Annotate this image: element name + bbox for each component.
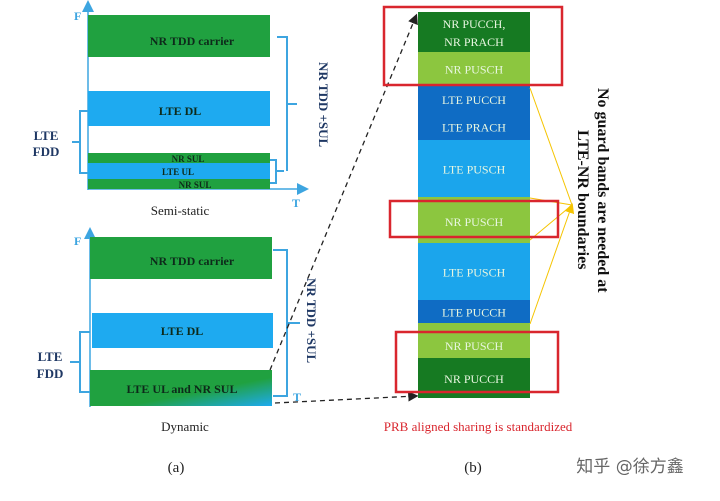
prb-segment-label: NR PUSCH	[445, 63, 504, 77]
t-axis-label: T	[293, 390, 301, 404]
nr-gap-band	[418, 323, 530, 332]
lte-ul-band	[88, 163, 270, 179]
prb-segment-label: NR PUSCH	[445, 339, 504, 353]
dynamic-diagram: F T NR TDD carrier LTE DL LTE UL and NR …	[37, 227, 319, 434]
lte-fdd-label: LTE	[38, 349, 63, 364]
prb-column: NR PUCCH, NR PRACH NR PUSCH LTE PUCCH LTE PR…	[418, 12, 530, 398]
prb-segment	[418, 140, 530, 197]
lte-dl-band	[92, 313, 273, 348]
no-guard-bands-note: No guard bands are needed at	[594, 88, 611, 293]
prb-segment	[418, 202, 530, 240]
prb-segment-label: NR PUCCH,	[443, 17, 506, 31]
lte-fdd-label: FDD	[33, 144, 60, 159]
lte-dl-label: LTE DL	[161, 324, 204, 338]
nr-tdd-sul-label: NR TDD +SUL	[316, 62, 331, 148]
prb-segment	[418, 300, 530, 323]
prb-segment	[418, 332, 530, 358]
nr-tdd-sul-bracket	[270, 36, 297, 184]
t-axis-label: T	[292, 196, 300, 210]
prb-segment	[418, 85, 530, 113]
lte-dl-band	[88, 91, 270, 126]
prb-segment-label: NR PUSCH	[445, 215, 504, 229]
prb-segment-label: LTE PUCCH	[442, 93, 506, 107]
semi-static-caption: Semi-static	[151, 203, 210, 218]
nr-sul-band	[88, 153, 270, 163]
f-axis-label: F	[74, 9, 81, 23]
nr-sul-label: NR SUL	[179, 180, 212, 190]
lte-fdd-bracket	[72, 110, 88, 174]
highlight-boxes	[382, 5, 564, 394]
nr-tdd-sul-bracket	[273, 249, 300, 397]
watermark: 知乎 @徐方鑫	[576, 457, 683, 477]
zoom-arrow	[274, 391, 419, 404]
panel-b-label: (b)	[464, 460, 482, 476]
nr-tdd-carrier-label: NR TDD carrier	[150, 34, 235, 48]
nr-sul-band	[88, 179, 270, 189]
prb-segment-label: NR PRACH	[444, 35, 504, 49]
lte-ul-label: LTE UL	[162, 167, 194, 177]
no-guard-bands-note: LTE-NR boundaries	[574, 130, 591, 269]
nr-gap-band	[418, 240, 530, 243]
prb-segment	[418, 52, 530, 85]
prb-caption: PRB aligned sharing is standardized	[384, 419, 573, 434]
prb-segment-label: LTE PRACH	[442, 121, 506, 135]
lte-dl-label: LTE DL	[159, 104, 202, 118]
nr-tdd-carrier-label: NR TDD carrier	[150, 254, 235, 268]
nr-sul-label: NR SUL	[172, 154, 205, 164]
prb-segment	[418, 12, 530, 52]
prb-segment	[418, 243, 530, 300]
lte-fdd-bracket	[70, 331, 90, 393]
yellow-arrows	[529, 87, 575, 325]
lte-ul-nr-sul-band	[90, 370, 272, 406]
prb-segment-label: LTE PUCCH	[442, 306, 506, 320]
nr-tdd-carrier-band	[88, 15, 270, 57]
dynamic-caption: Dynamic	[161, 419, 209, 434]
f-axis-label: F	[74, 234, 81, 248]
lte-fdd-label: LTE	[34, 128, 59, 143]
zoom-arrow	[269, 13, 418, 371]
panel-a-label: (a)	[168, 460, 185, 476]
nr-tdd-carrier-band	[90, 237, 272, 279]
lte-ul-nr-sul-label: LTE UL and NR SUL	[127, 382, 238, 396]
prb-segment-label: LTE PUSCH	[443, 266, 506, 280]
lte-fdd-label: FDD	[37, 366, 64, 381]
nr-tdd-sul-label: NR TDD +SUL	[304, 278, 319, 364]
prb-segment-label: NR PUCCH	[444, 372, 504, 386]
nr-gap-band	[418, 197, 530, 202]
prb-segment-label: LTE PUSCH	[443, 163, 506, 177]
semi-static-diagram: F T NR TDD carrier LTE DL NR SUL LTE UL …	[33, 0, 331, 218]
prb-segment	[418, 113, 530, 140]
